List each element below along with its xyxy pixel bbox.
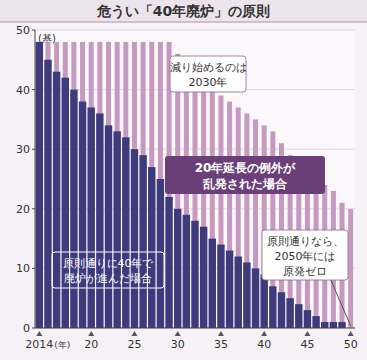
bar <box>183 215 190 328</box>
bar <box>348 209 353 328</box>
series-label-box <box>52 252 164 288</box>
annotation: 原則通りなら、 <box>267 235 344 248</box>
x-axis <box>35 328 355 329</box>
bar <box>286 298 293 328</box>
y-tick-label: 20 <box>16 203 30 216</box>
bar <box>278 292 285 328</box>
bar <box>252 268 259 328</box>
x-tick <box>218 331 224 336</box>
annotation: 2030年 <box>189 76 228 89</box>
bar <box>200 227 207 328</box>
bar <box>269 286 276 328</box>
y-tick-label: 10 <box>16 262 30 275</box>
annotation: 2050年には <box>275 250 336 263</box>
x-tick <box>304 331 310 336</box>
bar <box>217 245 224 328</box>
bar <box>131 149 138 328</box>
bar <box>157 179 164 328</box>
bar <box>139 155 146 328</box>
bars <box>36 42 354 328</box>
bar <box>226 251 233 328</box>
annotation-pointer <box>330 278 351 326</box>
title: 危うい「40年廃炉」の原則 <box>96 3 270 20</box>
x-tick <box>348 331 354 336</box>
bar <box>321 322 328 328</box>
y-tick-label: 30 <box>16 143 30 156</box>
bar <box>191 221 198 328</box>
annotation-box <box>262 230 348 280</box>
x-tick-label: 30 <box>171 338 185 351</box>
x-tick-label: 40 <box>257 338 271 351</box>
bar <box>44 60 51 328</box>
bar <box>174 209 181 328</box>
title-band <box>0 0 367 22</box>
bar <box>105 125 112 328</box>
plot-area <box>35 30 355 328</box>
bar <box>260 274 267 328</box>
bar <box>243 262 250 328</box>
bar <box>87 107 94 328</box>
bar <box>209 239 216 328</box>
bar <box>235 256 242 328</box>
bar <box>312 316 319 328</box>
series-label-box <box>165 156 325 194</box>
x-tick-label: 20 <box>84 338 98 351</box>
bar <box>113 131 120 328</box>
annotation: 原発ゼロ <box>283 265 327 278</box>
bar <box>122 137 129 328</box>
bar <box>165 197 172 328</box>
bar <box>330 322 337 328</box>
bar <box>53 72 60 328</box>
bar <box>70 90 77 328</box>
background <box>0 0 367 360</box>
y-tick-label: 0 <box>23 322 30 335</box>
chart: 危うい「40年廃炉」の原則01020304050(基)2014(年)202530… <box>0 0 367 360</box>
series-label-line: 原則通りに40年で <box>63 257 155 270</box>
x-tick-label: 45 <box>300 338 314 351</box>
title-rule <box>0 22 367 23</box>
x-tick-label: 2014 <box>25 338 53 351</box>
bar <box>295 304 302 328</box>
y-tick-label: 40 <box>16 84 30 97</box>
x-tick <box>88 331 94 336</box>
grid-line <box>35 328 355 329</box>
x-tick-label: 25 <box>127 338 141 351</box>
x-tick-label: 50 <box>344 338 358 351</box>
annotation: 減り始めるのは <box>170 61 247 74</box>
x-tick <box>261 331 267 336</box>
series-label-line: 乱発された場合 <box>202 177 288 191</box>
y-axis <box>35 30 36 328</box>
grid-line <box>35 30 355 31</box>
x-tick <box>175 331 181 336</box>
bar <box>304 310 311 328</box>
bar <box>36 42 43 328</box>
bar <box>79 102 86 328</box>
annotation-box <box>170 56 246 92</box>
x-axis-label: (年) <box>54 340 70 350</box>
bar <box>96 113 103 328</box>
x-tick-label: 35 <box>214 338 228 351</box>
x-tick <box>131 331 137 336</box>
series-label: 20年延長の例外が乱発された場合 <box>195 161 297 191</box>
series-label-line: 20年延長の例外が <box>195 161 297 175</box>
y-tick-label: 50 <box>16 24 30 37</box>
bar <box>62 78 69 328</box>
x-tick <box>36 331 42 336</box>
series-label: 原則通りに40年で廃炉が進んだ場合 <box>63 257 155 285</box>
series-label-line: 廃炉が進んだ場合 <box>64 272 152 285</box>
bar <box>338 322 345 328</box>
bar <box>148 167 155 328</box>
